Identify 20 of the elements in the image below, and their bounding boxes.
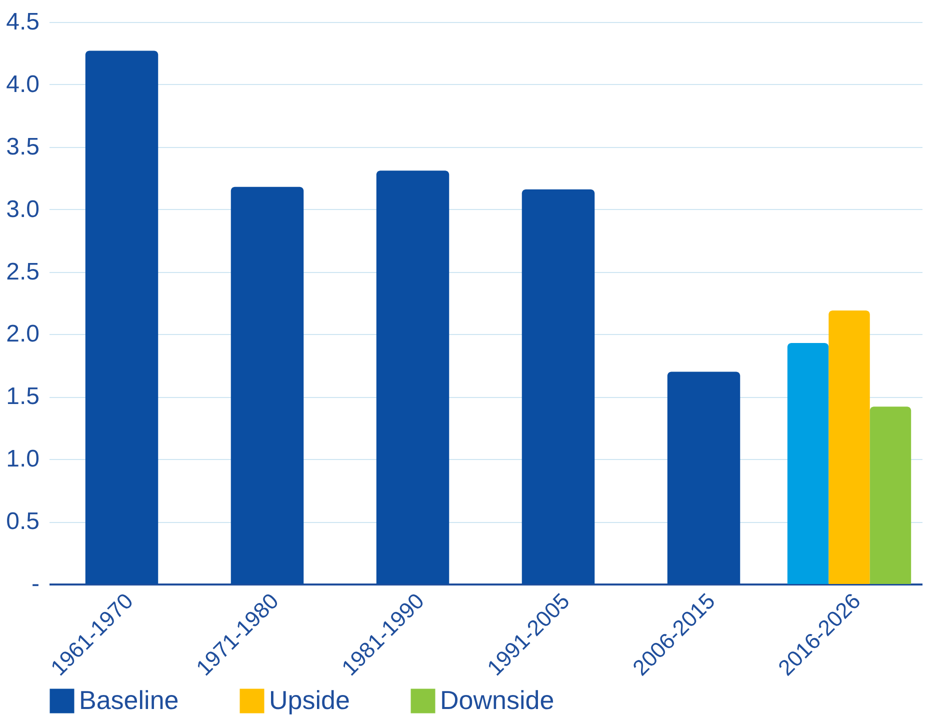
legend-label: Downside	[440, 685, 554, 715]
y-tick-label: 0.5	[6, 508, 40, 536]
bar	[376, 170, 450, 584]
bar	[230, 186, 304, 584]
y-tick-label: 3.0	[6, 196, 40, 223]
legend-label: Baseline	[79, 685, 179, 715]
y-tick-label: 1.0	[6, 446, 40, 473]
y-tick-label: 1.5	[6, 383, 40, 410]
bar	[828, 310, 870, 584]
y-tick-label: 2.5	[6, 258, 40, 286]
legend-label: Upside	[269, 685, 350, 715]
bar	[870, 406, 912, 584]
y-tick-label: 2.0	[6, 320, 40, 348]
y-tick-label: 4.0	[6, 70, 40, 98]
bar	[522, 189, 595, 584]
bar	[85, 50, 158, 584]
y-tick-label: -	[32, 570, 40, 598]
bar	[667, 372, 740, 584]
y-tick-label: 4.5	[6, 8, 40, 36]
y-tick-label: 3.5	[6, 133, 40, 160]
